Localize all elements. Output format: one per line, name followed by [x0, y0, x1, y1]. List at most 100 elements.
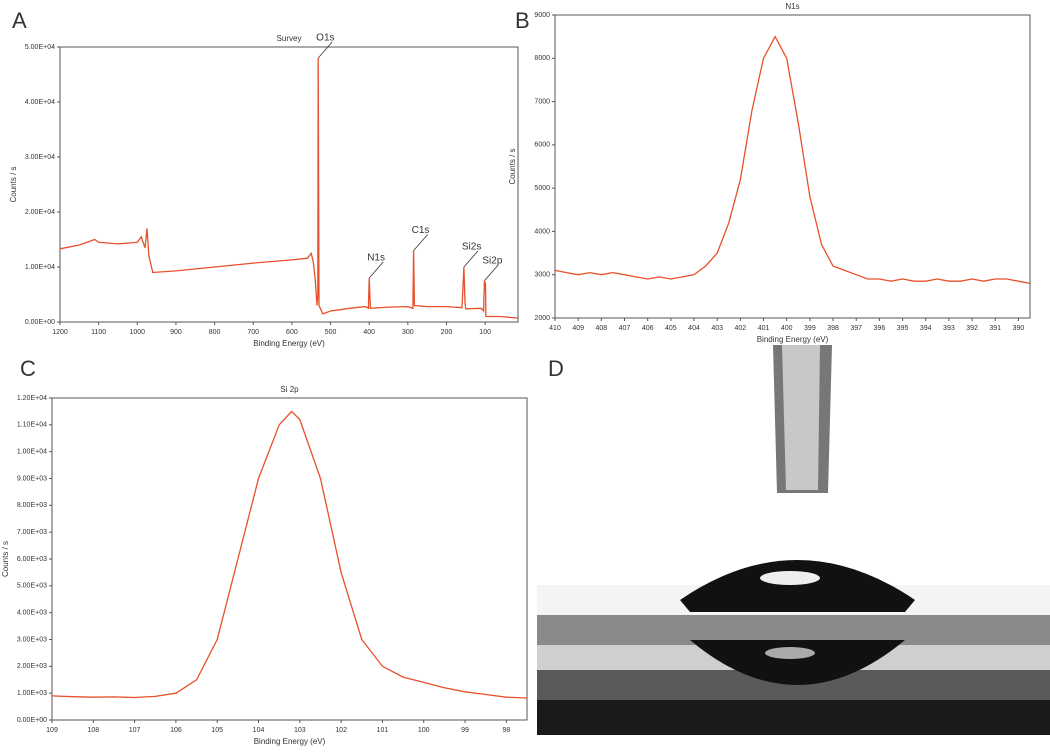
y-tick-label: 9000	[534, 12, 550, 19]
x-tick-label: 1200	[52, 329, 68, 336]
chart-title: N1s	[785, 2, 799, 11]
spectrum-line	[59, 57, 519, 319]
y-tick-label: 7000	[534, 98, 550, 105]
y-tick-label: 2.00E+04	[25, 209, 55, 216]
x-tick-label: 600	[286, 329, 298, 336]
x-tick-label: 700	[247, 329, 259, 336]
y-tick-label: 1.00E+03	[17, 690, 47, 697]
y-tick-label: 0.00E+00	[17, 717, 47, 724]
annotation: Si2p	[482, 255, 502, 266]
y-tick-label: 4000	[534, 228, 550, 235]
annotation: C1s	[412, 225, 430, 236]
y-tick-label: 3.00E+03	[17, 636, 47, 643]
y-tick-label: 2000	[534, 315, 550, 322]
x-tick-label: 400	[363, 329, 375, 336]
x-tick-label: 1100	[91, 329, 106, 336]
y-tick-label: 4.00E+03	[17, 610, 47, 617]
x-tick-label: 395	[897, 325, 909, 332]
contact-angle-photo	[537, 345, 1050, 735]
annotation: Si2s	[462, 242, 481, 253]
chart-title: Si 2p	[280, 385, 299, 394]
x-tick-label: 406	[642, 325, 654, 332]
x-tick-label: 390	[1013, 325, 1025, 332]
x-tick-label: 400	[781, 325, 793, 332]
x-tick-label: 398	[827, 325, 839, 332]
x-tick-label: 410	[549, 325, 561, 332]
x-tick-label: 402	[735, 325, 747, 332]
x-tick-label: 391	[989, 325, 1001, 332]
x-axis-label: Binding Energy (eV)	[253, 339, 325, 348]
y-tick-label: 9.00E+03	[17, 475, 47, 482]
x-tick-label: 396	[874, 325, 886, 332]
panel-label: D	[548, 356, 564, 381]
annotation-leader	[368, 261, 384, 279]
x-tick-label: 103	[294, 727, 306, 734]
y-tick-label: 5.00E+04	[25, 44, 55, 51]
x-tick-label: 100	[418, 727, 430, 734]
x-tick-label: 106	[170, 727, 182, 734]
plot-frame	[59, 46, 519, 323]
x-axis-label: Binding Energy (eV)	[757, 335, 829, 344]
x-tick-label: 405	[665, 325, 677, 332]
y-tick-label: 5000	[534, 185, 550, 192]
panel-label: B	[515, 8, 530, 33]
x-tick-label: 404	[688, 325, 700, 332]
panel-label: C	[20, 356, 36, 381]
y-tick-label: 4.00E+04	[25, 99, 55, 106]
plot-frame	[554, 14, 1031, 319]
x-tick-label: 102	[335, 727, 347, 734]
y-tick-label: 2.00E+03	[17, 663, 47, 670]
x-tick-label: 1000	[130, 329, 146, 336]
x-tick-label: 105	[211, 727, 223, 734]
annotation-leader	[484, 264, 499, 282]
annotation-leader	[317, 41, 333, 59]
x-tick-label: 300	[402, 329, 414, 336]
annotation-leader	[463, 250, 479, 268]
x-tick-label: 108	[87, 727, 99, 734]
y-axis-label: Counts / s	[1, 541, 10, 577]
y-tick-label: 8000	[534, 55, 550, 62]
x-tick-label: 401	[758, 325, 770, 332]
x-tick-label: 409	[572, 325, 584, 332]
x-tick-label: 109	[46, 727, 58, 734]
x-tick-label: 403	[711, 325, 723, 332]
x-tick-label: 104	[253, 727, 265, 734]
y-tick-label: 3.00E+04	[25, 154, 55, 161]
x-tick-label: 99	[461, 727, 469, 734]
y-tick-label: 6.00E+03	[17, 556, 47, 563]
annotation: O1s	[316, 33, 334, 44]
x-axis-label: Binding Energy (eV)	[254, 737, 326, 746]
x-tick-label: 900	[170, 329, 182, 336]
plot-frame	[51, 397, 528, 721]
annotation-leader	[413, 234, 428, 251]
panel-label: A	[12, 8, 27, 33]
x-tick-label: 408	[595, 325, 607, 332]
y-tick-label: 3000	[534, 272, 550, 279]
x-tick-label: 98	[502, 727, 510, 734]
spectrum-line	[554, 35, 1031, 285]
y-tick-label: 1.00E+04	[25, 264, 55, 271]
y-tick-label: 1.10E+04	[17, 422, 47, 429]
annotation: N1s	[367, 253, 385, 264]
x-tick-label: 394	[920, 325, 932, 332]
x-tick-label: 399	[804, 325, 816, 332]
x-tick-label: 397	[850, 325, 862, 332]
y-tick-label: 1.00E+04	[17, 449, 47, 456]
x-tick-label: 101	[377, 727, 389, 734]
x-tick-label: 100	[479, 329, 491, 336]
y-axis-label: Counts / s	[9, 166, 18, 202]
y-axis-label: Counts / s	[508, 148, 517, 184]
x-tick-label: 407	[619, 325, 631, 332]
chart-title: Survey	[277, 34, 302, 43]
x-tick-label: 393	[943, 325, 955, 332]
x-tick-label: 500	[325, 329, 337, 336]
x-tick-label: 800	[209, 329, 221, 336]
y-tick-label: 6000	[534, 142, 550, 149]
y-tick-label: 1.20E+04	[17, 395, 47, 402]
x-tick-label: 107	[129, 727, 141, 734]
spectrum-line	[51, 410, 528, 699]
y-tick-label: 7.00E+03	[17, 529, 47, 536]
y-tick-label: 5.00E+03	[17, 583, 47, 590]
